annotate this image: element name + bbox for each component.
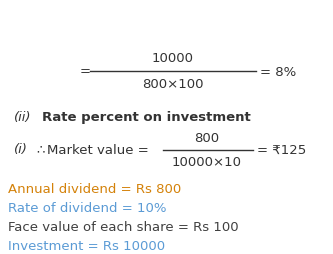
- Text: Rate percent on investment: Rate percent on investment: [42, 111, 251, 124]
- Text: 10000×10: 10000×10: [172, 155, 242, 168]
- Text: Face value of each share = Rs 100: Face value of each share = Rs 100: [8, 220, 239, 233]
- Text: = ₹125: = ₹125: [257, 143, 306, 156]
- Text: Market value =: Market value =: [47, 143, 149, 156]
- Text: ∴: ∴: [36, 143, 44, 156]
- Text: 800: 800: [194, 132, 219, 145]
- Text: 10000: 10000: [152, 52, 194, 65]
- Text: Investment = Rs 10000: Investment = Rs 10000: [8, 239, 165, 252]
- Text: Rate of dividend = 10%: Rate of dividend = 10%: [8, 201, 166, 214]
- Text: (i): (i): [14, 143, 28, 156]
- Text: 800×100: 800×100: [142, 77, 204, 90]
- Text: (ii): (ii): [14, 111, 32, 124]
- Text: =: =: [80, 65, 91, 78]
- Text: = 8%: = 8%: [260, 65, 296, 78]
- Text: Annual dividend = Rs 800: Annual dividend = Rs 800: [8, 182, 181, 195]
